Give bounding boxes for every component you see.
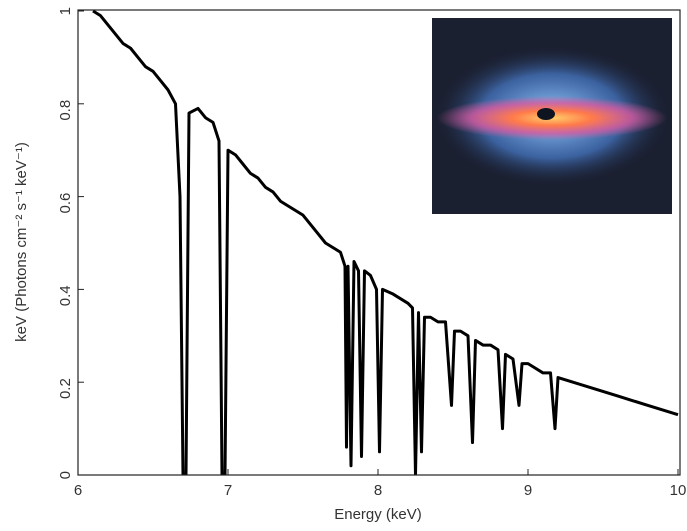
inset-image [432, 18, 672, 214]
x-tick-label: 9 [524, 482, 532, 499]
plot-layer [92, 10, 679, 475]
plot-frame [77, 9, 681, 476]
y-tick-label: 0.4 [57, 285, 74, 306]
x-axis-label: Energy (keV) [334, 506, 422, 523]
y-tick-label: 1 [57, 7, 74, 15]
y-tick-label: 0.2 [57, 378, 74, 399]
x-tick-label: 10 [670, 482, 687, 499]
spectrum-line [92, 10, 679, 475]
y-tick-label: 0.6 [57, 193, 74, 214]
x-tick-label: 6 [74, 482, 82, 499]
y-axis-label: keV (Photons cm⁻² s⁻¹ keV⁻¹) [13, 142, 30, 342]
x-tick-label: 7 [224, 482, 232, 499]
y-tick-label: 0.8 [57, 100, 74, 121]
x-tick-label: 8 [374, 482, 382, 499]
y-tick-label: 0 [57, 471, 74, 479]
